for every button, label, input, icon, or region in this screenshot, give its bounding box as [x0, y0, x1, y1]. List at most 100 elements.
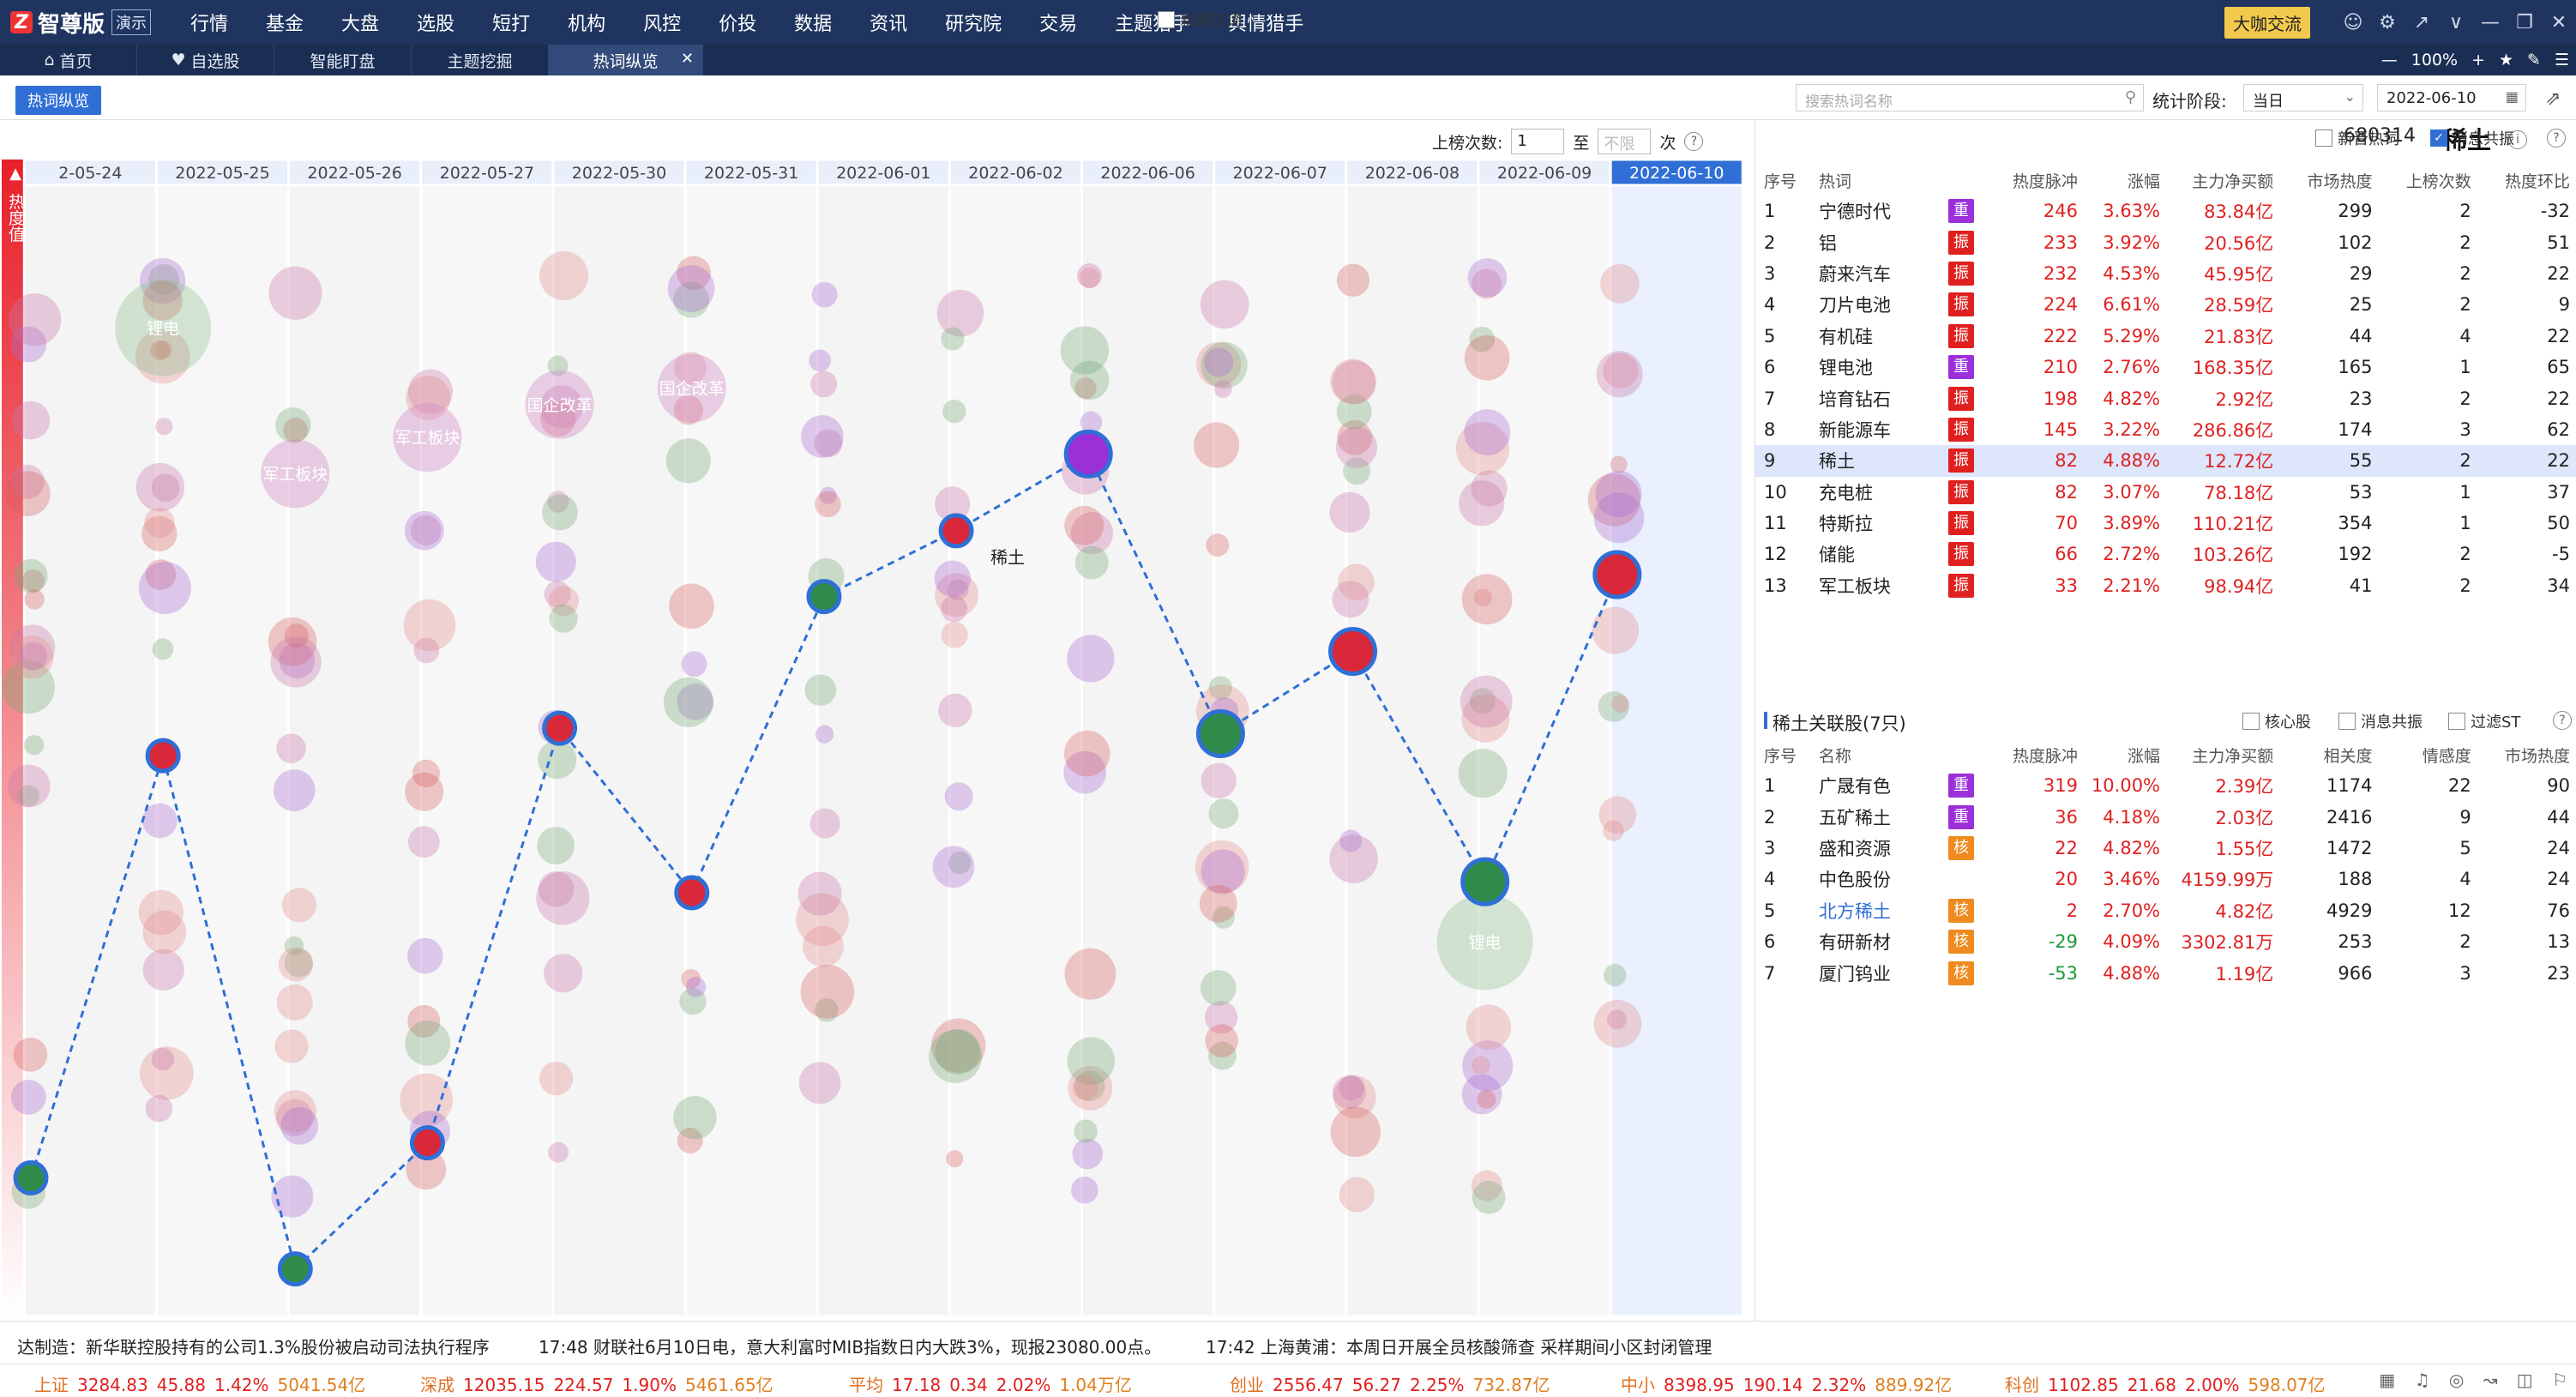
- news-item[interactable]: 17:48 财联社6月10日电，意大利富时MIB指数日内大跌3%，现报23080…: [539, 1337, 1162, 1358]
- tab-watchlist[interactable]: ♥ 自选股: [137, 45, 274, 75]
- table-row[interactable]: 13 军工板块振 33 2.21% 98.94亿 41 2 34: [1755, 570, 2576, 601]
- index-average[interactable]: 平均 17.18 0.34 2.02% 1.04万亿: [849, 1375, 1132, 1395]
- index-star[interactable]: 科创 1102.85 21.68 2.00% 598.07亿: [2005, 1375, 2326, 1395]
- table-row[interactable]: 1 广晟有色重 319 10.00% 2.39亿 1174 22 90: [1755, 770, 2576, 801]
- hot-word-name[interactable]: 铝: [1819, 232, 1837, 254]
- info-icon[interactable]: i: [2508, 130, 2527, 149]
- table-row[interactable]: 8 新能源车振 145 3.22% 286.86亿 174 3 62: [1755, 414, 2576, 445]
- shrink-icon[interactable]: ↗: [2413, 11, 2430, 33]
- stock-name[interactable]: 中色股份: [1819, 870, 1891, 891]
- table-row[interactable]: 4 中色股份 20 3.46% 4159.99万 188 4 24: [1755, 864, 2576, 894]
- menu-item-jigou[interactable]: 机构: [568, 14, 606, 35]
- search-input[interactable]: 搜索热词名称 ⚲: [1796, 84, 2144, 111]
- new-hot-words-checkbox[interactable]: 新晋热词: [2315, 127, 2399, 149]
- index-chinext[interactable]: 创业 2556.47 56.27 2.25% 732.87亿: [1230, 1375, 1550, 1395]
- tab-smart-monitor[interactable]: 智能盯盘: [274, 45, 412, 75]
- table-row[interactable]: 6 锂电池重 210 2.76% 168.35亿 165 1 65: [1755, 352, 2576, 382]
- table-row[interactable]: 2 铝振 233 3.92% 20.56亿 102 2 51: [1755, 226, 2576, 257]
- pen-icon[interactable]: ✎: [2527, 51, 2541, 69]
- bell-icon[interactable]: ♫: [2414, 1370, 2430, 1390]
- search-icon[interactable]: ⚲: [2124, 88, 2136, 106]
- table-row[interactable]: 3 蔚来汽车振 232 4.53% 45.95亿 29 2 22: [1755, 258, 2576, 289]
- menu-item-zhuti[interactable]: 主题猎手: [1115, 14, 1191, 35]
- menu-item-jijin[interactable]: 基金: [266, 14, 304, 35]
- table-row[interactable]: 7 培育钻石振 198 4.82% 2.92亿 23 2 22: [1755, 382, 2576, 413]
- tab-hot-words[interactable]: 热词纵览 ✕: [549, 45, 703, 75]
- dropdown-icon[interactable]: ∨: [2448, 11, 2464, 33]
- rank-from-input[interactable]: 1: [1511, 129, 1565, 154]
- table-row[interactable]: 1 宁德时代重 246 3.63% 83.84亿 299 2 -32: [1755, 196, 2576, 226]
- menu-item-hangqing[interactable]: 行情: [190, 14, 229, 35]
- menu-item-zixun[interactable]: 资讯: [870, 14, 908, 35]
- table-row[interactable]: 3 盛和资源核 22 4.82% 1.55亿 1472 5 24: [1755, 833, 2576, 864]
- stat-period-select[interactable]: 当日 ⌄: [2243, 84, 2363, 111]
- hot-word-name[interactable]: 稀土: [1810, 445, 1939, 477]
- core-stock-checkbox[interactable]: 核心股: [2242, 710, 2311, 732]
- layout-icon[interactable]: ☰: [2554, 51, 2569, 69]
- table-row[interactable]: 12 储能振 66 2.72% 103.26亿 192 2 -5: [1755, 539, 2576, 569]
- hot-word-name[interactable]: 刀片电池: [1819, 295, 1891, 316]
- table-row[interactable]: 6 有研新材核 -29 4.09% 3302.81万 253 2 13: [1755, 926, 2576, 957]
- news-item[interactable]: 达制造：新华联控股持有的公司1.3%股份被启动司法执行程序: [17, 1337, 490, 1358]
- table-row[interactable]: 7 厦门钨业核 -53 4.88% 1.19亿 966 3 23: [1755, 957, 2576, 988]
- user-icon[interactable]: ☺: [2343, 11, 2363, 33]
- stock-name[interactable]: 盛和资源: [1819, 838, 1891, 859]
- export-icon[interactable]: ⇗: [2545, 88, 2561, 110]
- flag-icon[interactable]: ⚐: [2552, 1370, 2567, 1390]
- index-sme[interactable]: 中小 8398.95 190.14 2.32% 889.92亿: [1621, 1375, 1953, 1395]
- stock-name[interactable]: 五矿稀土: [1819, 807, 1891, 828]
- stock-name[interactable]: 厦门钨业: [1819, 963, 1891, 985]
- star-icon[interactable]: ★: [2498, 51, 2514, 69]
- tab-close-icon[interactable]: ✕: [680, 50, 694, 68]
- menu-item-dapan[interactable]: 大盘: [341, 14, 380, 35]
- hot-word-name[interactable]: 蔚来汽车: [1819, 263, 1891, 285]
- menu-item-yanjiuyuan[interactable]: 研究院: [945, 14, 1002, 35]
- tab-home[interactable]: ⌂ 首页: [0, 45, 137, 75]
- stock-name[interactable]: 有研新材: [1819, 932, 1891, 954]
- new-hot-checkbox[interactable]: 新晋热词: [1158, 9, 1242, 31]
- menu-item-jiatou[interactable]: 价投: [719, 14, 757, 35]
- settings-icon[interactable]: ⚙: [2379, 11, 2396, 33]
- news-resonance-checkbox[interactable]: ✓ 消息共振: [2430, 127, 2514, 149]
- menu-item-yuqing[interactable]: 舆情猎手: [1228, 14, 1304, 35]
- hot-word-name[interactable]: 军工板块: [1819, 575, 1891, 597]
- news-item[interactable]: 17:42 上海黄浦：本周日开展全员核酸筛查 采样期间小区封闭管理: [1206, 1337, 1712, 1358]
- stock-name[interactable]: 广晟有色: [1819, 776, 1891, 798]
- stock-name[interactable]: 北方稀土: [1819, 900, 1891, 922]
- panel-help-icon[interactable]: ?: [2547, 129, 2566, 148]
- close-icon[interactable]: ✕: [2550, 11, 2567, 33]
- hot-word-name[interactable]: 宁德时代: [1819, 202, 1891, 223]
- bubble-chart-svg[interactable]: 热度值 ▲ 2-05-24 2022-05-25 2022-05-26 2022-05-2…: [0, 120, 1754, 1321]
- target-icon[interactable]: ◎: [2448, 1370, 2465, 1390]
- restore-icon[interactable]: ❐: [2516, 11, 2533, 33]
- index-shenzhen[interactable]: 深成 12035.15 224.57 1.90% 5461.65亿: [420, 1375, 773, 1395]
- hot-word-name[interactable]: 锂电池: [1819, 358, 1873, 379]
- table-row[interactable]: 11 特斯拉振 70 3.89% 110.21亿 354 1 50: [1755, 508, 2576, 539]
- zoom-out-icon[interactable]: —: [2380, 51, 2398, 69]
- index-shanghai[interactable]: 上证 3284.83 45.88 1.42% 5041.54亿: [34, 1375, 366, 1395]
- menu-item-xuangu[interactable]: 选股: [417, 14, 455, 35]
- hot-word-name[interactable]: 有机硅: [1819, 326, 1873, 347]
- hot-words-chip[interactable]: 热词纵览: [15, 86, 101, 115]
- window-icon[interactable]: ◫: [2516, 1370, 2533, 1390]
- table-row[interactable]: 5 有机硅振 222 5.29% 21.83亿 44 4 22: [1755, 321, 2576, 352]
- table-row[interactable]: 4 刀片电池振 224 6.61% 28.59亿 25 2 9: [1755, 289, 2576, 320]
- related-news-checkbox[interactable]: 消息共振: [2338, 710, 2423, 732]
- related-help-icon[interactable]: ?: [2553, 711, 2572, 730]
- help-icon[interactable]: ?: [1684, 132, 1704, 151]
- menu-item-jiaoyi[interactable]: 交易: [1039, 14, 1078, 35]
- hot-word-name[interactable]: 储能: [1819, 545, 1855, 566]
- expert-chat-button[interactable]: 大咖交流: [2224, 6, 2310, 39]
- menu-item-fengkong[interactable]: 风控: [643, 14, 682, 35]
- date-picker[interactable]: 2022-06-10 ▦: [2377, 84, 2526, 111]
- calculator-icon[interactable]: ▦: [2379, 1370, 2396, 1390]
- table-row[interactable]: 9 稀土振 82 4.88% 12.72亿 55 2 22: [1755, 445, 2576, 477]
- filter-st-checkbox[interactable]: 过滤ST: [2448, 710, 2520, 732]
- zoom-in-icon[interactable]: +: [2471, 51, 2485, 69]
- menu-item-shuju[interactable]: 数据: [794, 14, 833, 35]
- rank-to-input[interactable]: 不限: [1598, 129, 1652, 154]
- menu-item-duanda[interactable]: 短打: [492, 14, 531, 35]
- chart-icon[interactable]: ↝: [2483, 1370, 2498, 1390]
- hot-word-name[interactable]: 特斯拉: [1819, 514, 1873, 535]
- table-row[interactable]: 10 充电桩振 82 3.07% 78.18亿 53 1 37: [1755, 477, 2576, 508]
